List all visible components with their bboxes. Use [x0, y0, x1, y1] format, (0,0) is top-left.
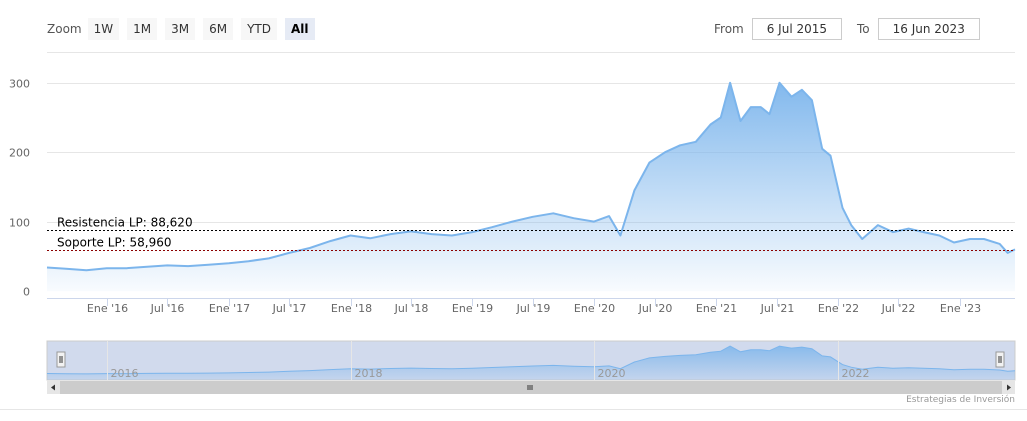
x-tick-label: Ene '20 — [574, 302, 615, 315]
navigator-year-label: 2018 — [355, 367, 383, 380]
x-tick-label: Jul '16 — [150, 302, 185, 315]
zoom-range-selector: Zoom 1W 1M 3M 6M YTD All — [47, 18, 323, 40]
x-tick-label: Jul '18 — [394, 302, 429, 315]
y-tick-label: 200 — [9, 147, 30, 160]
zoom-label: Zoom — [47, 22, 82, 36]
navigator-left-handle[interactable] — [56, 351, 66, 368]
to-date-group: To 16 Jun 2023 — [857, 18, 980, 40]
credit-text: Estrategias de Inversión — [906, 395, 1015, 405]
zoom-ytd-button[interactable]: YTD — [241, 18, 277, 40]
from-date-input[interactable]: 6 Jul 2015 — [751, 18, 843, 40]
navigator-year-label: 2022 — [842, 367, 870, 380]
zoom-6m-button[interactable]: 6M — [203, 18, 234, 40]
x-tick-label: Jul '19 — [516, 302, 551, 315]
x-tick-label: Ene '18 — [331, 302, 372, 315]
x-tick-label: Jul '22 — [881, 302, 916, 315]
navigator-series-line — [46, 345, 1016, 375]
x-tick-label: Ene '21 — [696, 302, 737, 315]
zoom-all-button[interactable]: All — [285, 18, 315, 40]
series-area — [47, 82, 1015, 292]
x-tick-label: Ene '23 — [940, 302, 981, 315]
zoom-1m-button[interactable]: 1M — [127, 18, 158, 40]
soporte-lp-label: Soporte LP: 58,960 — [57, 236, 172, 250]
from-label: From — [714, 22, 744, 36]
series-line — [46, 81, 1016, 272]
x-tick-label: Ene '16 — [87, 302, 128, 315]
scrollbar-thumb[interactable] — [60, 381, 1002, 394]
to-date-input[interactable]: 16 Jun 2023 — [877, 18, 980, 40]
zoom-3m-button[interactable]: 3M — [165, 18, 196, 40]
to-label: To — [857, 22, 870, 36]
scroll-left-arrow-icon — [51, 384, 55, 391]
navigator-year-label: 2020 — [598, 367, 626, 380]
zoom-1w-button[interactable]: 1W — [87, 18, 120, 40]
navigator-year-label: 2016 — [111, 367, 139, 380]
resistencia-lp-label: Resistencia LP: 88,620 — [57, 216, 193, 230]
navigator-right-handle[interactable] — [995, 351, 1005, 368]
x-tick-label: Jul '20 — [638, 302, 673, 315]
y-tick-label: 0 — [23, 286, 30, 299]
y-tick-label: 300 — [9, 78, 30, 91]
from-date-group: From 6 Jul 2015 — [714, 18, 843, 40]
x-tick-label: Ene '17 — [209, 302, 250, 315]
x-tick-label: Jul '21 — [760, 302, 795, 315]
scroll-right-arrow-icon — [1007, 384, 1011, 391]
y-tick-label: 100 — [9, 217, 30, 230]
x-tick-label: Jul '17 — [272, 302, 307, 315]
x-tick-label: Ene '19 — [452, 302, 493, 315]
x-tick-label: Ene '22 — [818, 302, 859, 315]
